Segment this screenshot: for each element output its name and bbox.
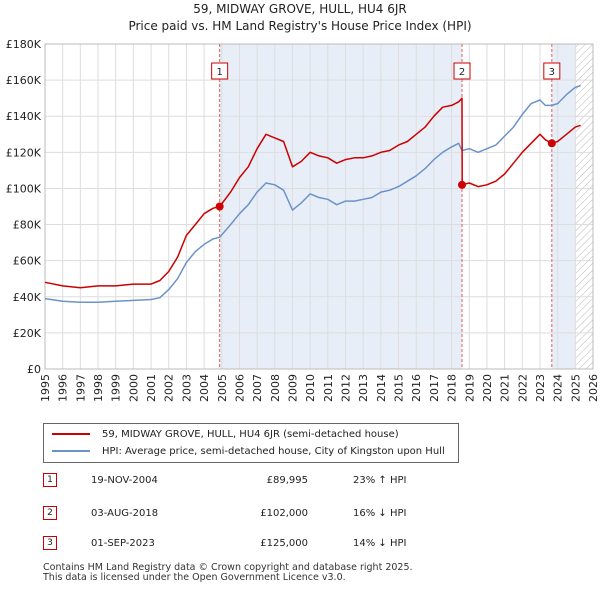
sale-number-badge: 1 xyxy=(43,473,57,487)
sale-label-box xyxy=(211,62,229,80)
x-tick-label: 2004 xyxy=(198,374,211,402)
x-tick-label: 2015 xyxy=(393,374,406,402)
chart-legend: 59, MIDWAY GROVE, HULL, HU4 6JR (semi-de… xyxy=(43,423,459,463)
y-tick-label: £180K xyxy=(6,38,42,51)
y-tick-label: £120K xyxy=(6,146,42,159)
ownership-period-3 xyxy=(551,44,576,369)
x-tick-label: 1998 xyxy=(92,374,105,402)
sale-date: 03-AUG-2018 xyxy=(91,508,159,519)
legend-label-hpi: HPI: Average price, semi-detached house,… xyxy=(102,446,445,457)
x-tick-label: 2012 xyxy=(340,374,353,402)
sale-label: 2 xyxy=(459,67,465,78)
price-chart: £0 £20K £40K £60K £80K £100K £120K £140K £160K £1… xyxy=(6,38,600,402)
sale-date: 19-NOV-2004 xyxy=(91,475,158,486)
sale-hpi-diff: 16% ↓ HPI xyxy=(353,508,407,519)
x-tick-label: 2022 xyxy=(516,374,529,402)
x-tick-label: 2005 xyxy=(216,374,229,402)
x-tick-label: 2009 xyxy=(286,374,299,402)
legend-label-property: 59, MIDWAY GROVE, HULL, HU4 6JR (semi-de… xyxy=(102,429,399,440)
legend-swatch-property xyxy=(52,433,90,435)
x-tick-label: 2011 xyxy=(322,374,335,402)
x-tick-label: 2001 xyxy=(145,374,158,402)
y-tick-label: £100K xyxy=(6,182,42,195)
legend-swatch-hpi xyxy=(52,450,90,452)
plot-border xyxy=(44,43,594,370)
x-tick-label: 2008 xyxy=(269,374,282,402)
sale-label: 1 xyxy=(216,67,222,78)
x-tick-label: 2020 xyxy=(481,374,494,402)
footer-copyright: Contains HM Land Registry data © Crown c… xyxy=(43,562,413,573)
y-tick-label: £140K xyxy=(6,110,42,123)
y-tick-label: £0 xyxy=(27,363,41,376)
x-tick-label: 2010 xyxy=(304,374,317,402)
footer: Contains HM Land Registry data © Crown c… xyxy=(43,563,413,583)
y-tick-label: £60K xyxy=(13,255,42,268)
x-tick-label: 2007 xyxy=(251,374,264,402)
x-tick-label: 1997 xyxy=(74,374,87,402)
chart-title: 59, MIDWAY GROVE, HULL, HU4 6JR xyxy=(193,2,407,16)
x-tick-label: 2017 xyxy=(428,374,441,402)
future-region xyxy=(575,44,593,369)
x-tick-label: 1995 xyxy=(39,374,52,402)
y-tick-label: £80K xyxy=(13,219,42,232)
sale-date: 01-SEP-2023 xyxy=(91,538,155,549)
sale-point xyxy=(547,139,556,148)
footer-licence: This data is licensed under the Open Gov… xyxy=(43,572,346,583)
legend-item-property: 59, MIDWAY GROVE, HULL, HU4 6JR (semi-de… xyxy=(52,427,399,443)
chart-subtitle: Price paid vs. HM Land Registry's House … xyxy=(128,19,472,33)
x-tick-label: 2024 xyxy=(552,374,565,402)
sale-hpi-diff: 14% ↓ HPI xyxy=(353,538,407,549)
y-tick-label: £20K xyxy=(13,327,42,340)
sale-number-badge: 2 xyxy=(43,506,57,520)
property-price-line xyxy=(44,97,581,289)
x-tick-label: 2023 xyxy=(534,374,547,402)
legend-item-hpi: HPI: Average price, semi-detached house,… xyxy=(52,444,445,460)
x-tick-label: 2006 xyxy=(233,374,246,402)
sale-label-box xyxy=(453,62,471,80)
sale-point xyxy=(215,202,224,211)
sale-price: £125,000 xyxy=(260,538,308,549)
x-tick-label: 2016 xyxy=(410,374,423,402)
x-tick-label: 2025 xyxy=(569,374,582,402)
x-tick-label: 2019 xyxy=(463,374,476,402)
sale-label: 3 xyxy=(549,67,555,78)
x-tick-label: 2013 xyxy=(357,374,370,402)
x-tick-label: 1996 xyxy=(57,374,70,402)
x-tick-label: 2002 xyxy=(163,374,176,402)
x-tick-label: 1999 xyxy=(110,374,123,402)
hpi-line xyxy=(44,84,581,303)
x-tick-label: 2018 xyxy=(446,374,459,402)
x-tick-label: 2021 xyxy=(499,374,512,402)
sale-price: £102,000 xyxy=(260,508,308,519)
x-tick-label: 2000 xyxy=(127,374,140,402)
sale-point xyxy=(458,180,467,189)
ownership-period-1 xyxy=(219,44,463,369)
x-tick-label: 2014 xyxy=(375,374,388,402)
sale-price: £89,995 xyxy=(266,475,308,486)
sale-number-badge: 3 xyxy=(43,536,57,550)
sale-hpi-diff: 23% ↑ HPI xyxy=(353,475,407,486)
y-tick-label: £160K xyxy=(6,74,42,87)
x-tick-label: 2003 xyxy=(180,374,193,402)
y-tick-label: £40K xyxy=(13,291,42,304)
sale-label-box xyxy=(543,62,561,80)
x-tick-label: 2026 xyxy=(587,374,600,402)
